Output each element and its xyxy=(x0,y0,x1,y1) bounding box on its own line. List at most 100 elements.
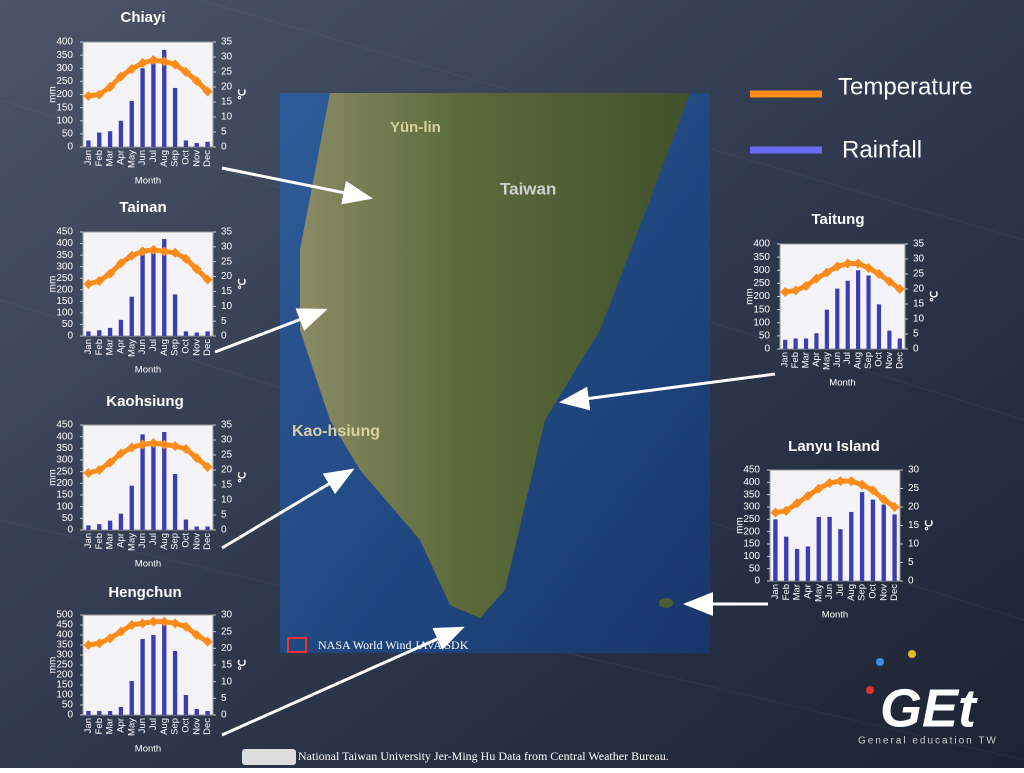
logo-dot xyxy=(876,658,884,666)
y2-tick-label: 0 xyxy=(221,331,227,342)
temperature-marker xyxy=(115,626,126,637)
temperature-marker xyxy=(863,263,874,273)
x-tick-label: Feb xyxy=(790,352,801,368)
y2-tick-label: 15 xyxy=(221,480,233,491)
y-tick-label: 0 xyxy=(764,344,770,355)
legend-label: Temperature xyxy=(838,73,973,100)
x-tick-label: Aug xyxy=(846,584,857,601)
rainfall-bar xyxy=(866,275,871,349)
temperature-marker xyxy=(180,67,191,77)
y-tick-label: 100 xyxy=(56,690,73,701)
y2-tick-label: 30 xyxy=(221,241,233,252)
rainfall-bar xyxy=(129,681,134,715)
x-tick-label: Aug xyxy=(159,150,170,167)
x-tick-label: Nov xyxy=(191,718,202,735)
rainfall-bar xyxy=(183,331,189,336)
rainfall-bar xyxy=(897,338,902,349)
temperature-marker xyxy=(191,264,202,275)
y2-tick-label: 30 xyxy=(221,435,233,446)
temperature-marker xyxy=(159,56,170,67)
x-tick-label: May xyxy=(126,718,137,736)
y-tick-label: 300 xyxy=(56,261,73,272)
chart: Hengchun05010015020025030035040045050005… xyxy=(48,584,249,755)
chart-title: Lanyu Island xyxy=(788,438,880,455)
y2-tick-label: 35 xyxy=(913,239,925,250)
y-tick-label: 400 xyxy=(56,37,73,48)
y-tick-label: 400 xyxy=(56,630,73,641)
temperature-marker xyxy=(792,498,803,509)
x-tick-label: Aug xyxy=(159,718,170,735)
y-tick-label: 350 xyxy=(743,489,760,500)
rainfall-bar xyxy=(86,331,91,336)
y2-tick-label: 15 xyxy=(221,660,233,671)
map-label: Taiwan xyxy=(500,179,556,198)
x-tick-label: May xyxy=(821,352,832,370)
y2-tick-label: 5 xyxy=(913,329,919,340)
temperature-marker xyxy=(857,479,868,490)
x-tick-label: Aug xyxy=(853,352,864,369)
y-tick-label: 250 xyxy=(753,278,770,289)
y2-tick-label: 25 xyxy=(221,256,233,267)
x-tick-label: Jun xyxy=(137,533,148,548)
y2-tick-label: 10 xyxy=(908,539,920,550)
rainfall-bar xyxy=(183,140,189,147)
arrow xyxy=(221,626,465,737)
y-tick-label: 300 xyxy=(56,63,73,74)
cc-badge xyxy=(242,749,296,765)
rainfall-bar xyxy=(151,248,156,336)
plot-area xyxy=(779,243,906,350)
x-tick-label: Jul xyxy=(835,584,846,596)
x-tick-label: Oct xyxy=(180,533,191,548)
y-tick-label: 300 xyxy=(56,455,73,466)
y2-tick-label: 10 xyxy=(221,495,233,506)
y2-tick-label: 35 xyxy=(221,420,233,431)
logo-mark: GEt xyxy=(880,678,978,738)
rainfall-bar xyxy=(107,711,113,715)
y-tick-label: 150 xyxy=(743,539,760,550)
temperature-marker xyxy=(148,438,159,448)
x-tick-label: Apr xyxy=(115,339,126,354)
temperature-marker xyxy=(202,636,213,647)
rainfall-bar xyxy=(205,711,210,715)
chart: Kaohsiung0501001502002503003504004500510… xyxy=(48,393,249,570)
y2-tick-label: 15 xyxy=(913,299,925,310)
y2-tick-label: 25 xyxy=(221,450,233,461)
legend: Temperature Rainfall xyxy=(750,73,973,163)
y-tick-label: 50 xyxy=(62,129,74,140)
chart-title: Taitung xyxy=(811,211,864,228)
y2-tick-label: 0 xyxy=(913,344,919,355)
y2-axis-label: ℃ xyxy=(238,278,249,289)
y-tick-label: 50 xyxy=(759,331,771,342)
temperature-marker xyxy=(137,618,148,629)
y-tick-label: 200 xyxy=(56,89,73,100)
rainfall-bar xyxy=(107,131,113,147)
rainfall-bar xyxy=(803,338,809,349)
y-tick-label: 300 xyxy=(753,265,770,276)
y2-tick-label: 5 xyxy=(908,557,914,568)
rainfall-bar xyxy=(118,120,124,147)
y-tick-label: 0 xyxy=(67,331,73,342)
rainfall-bar xyxy=(129,101,134,147)
y-tick-label: 50 xyxy=(62,319,74,330)
rainfall-bar xyxy=(887,330,892,349)
rainfall-bar xyxy=(794,548,800,581)
y-tick-label: 0 xyxy=(67,710,73,721)
rainfall-bar xyxy=(205,526,210,530)
temperature-marker xyxy=(83,279,94,289)
x-tick-label: Jun xyxy=(832,352,843,367)
temperature-marker xyxy=(137,246,148,257)
rainfall-bar xyxy=(805,546,811,581)
y-tick-label: 450 xyxy=(56,227,73,238)
x-axis-label: Month xyxy=(135,559,161,570)
x-tick-label: Sep xyxy=(170,718,181,735)
y-tick-label: 500 xyxy=(56,610,73,621)
y-tick-label: 350 xyxy=(56,50,73,61)
temperature-marker xyxy=(191,76,202,86)
rainfall-bar xyxy=(97,330,102,336)
rainfall-bar xyxy=(129,296,134,336)
x-tick-label: Apr xyxy=(802,584,813,599)
x-tick-label: Apr xyxy=(115,718,126,733)
y2-axis-label: ℃ xyxy=(238,659,249,670)
temperature-marker xyxy=(191,453,202,463)
x-tick-label: Dec xyxy=(202,533,213,550)
